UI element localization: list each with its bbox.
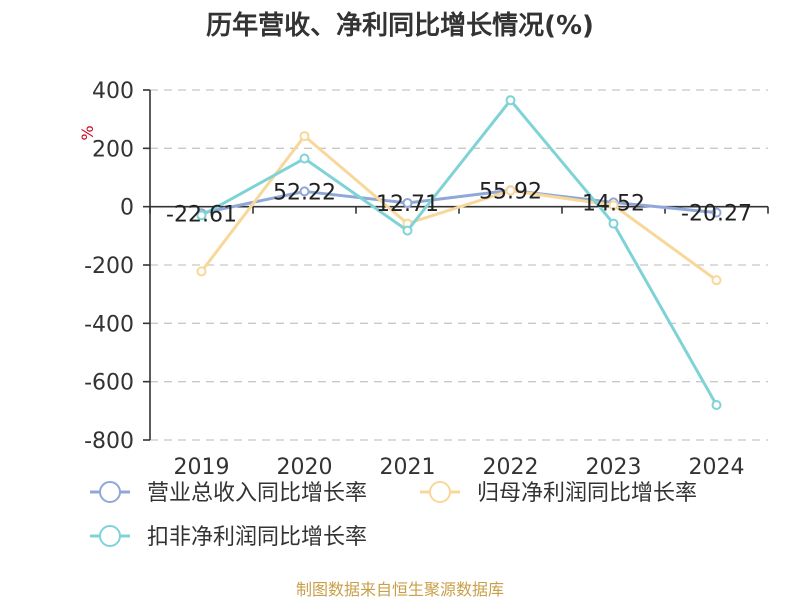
data-point <box>608 200 619 211</box>
y-tick-label: -200 <box>84 254 134 279</box>
x-tick-label: 2019 <box>174 455 230 480</box>
y-tick-label: -600 <box>84 371 134 396</box>
data-point <box>402 225 413 236</box>
data-point <box>711 207 722 218</box>
y-tick-label: 400 <box>92 79 134 104</box>
source-note: 制图数据来自恒生聚源数据库 <box>296 580 504 599</box>
series-layer <box>196 95 722 410</box>
x-tick-label: 2021 <box>380 455 436 480</box>
series-line-2 <box>200 98 718 406</box>
legend-label: 扣非净利润同比增长率 <box>147 525 367 550</box>
data-label: 14.52 <box>582 191 645 216</box>
y-tick-label: 200 <box>92 137 134 162</box>
data-label: -22.61 <box>166 202 237 227</box>
legend-item-0: 营业总收入同比增长率 <box>90 481 367 506</box>
data-label: 12.71 <box>376 192 439 217</box>
x-tick-label: 2024 <box>689 455 745 480</box>
data-label: -20.27 <box>681 202 752 227</box>
y-tick-label: -800 <box>84 429 134 454</box>
y-tick-label: 0 <box>120 196 134 221</box>
legend-label: 营业总收入同比增长率 <box>147 481 367 506</box>
x-tick-label: 2022 <box>483 455 539 480</box>
legend-marker <box>99 525 121 547</box>
data-label: 55.92 <box>479 179 542 204</box>
data-point <box>402 197 413 208</box>
legend-item-2: 扣非净利润同比增长率 <box>90 525 367 550</box>
data-label-layer: -22.61 52.22 12.71 55.92 14.52 -20.27 <box>166 179 752 227</box>
axis-layer: 400 200 0 -200 -400 -600 -800 2019 2020 2021 2022 2… <box>84 79 769 480</box>
data-point <box>505 185 516 196</box>
data-point <box>711 400 722 410</box>
grid-layer <box>150 89 768 441</box>
x-tick-label: 2020 <box>277 455 333 480</box>
y-unit-label: % <box>78 125 97 140</box>
data-point <box>299 153 310 164</box>
chart-title: 历年营收、净利同比增长情况(%) <box>206 10 594 41</box>
data-label: 52.22 <box>273 180 336 205</box>
data-point <box>196 266 207 277</box>
x-tick-label: 2023 <box>586 455 642 480</box>
y-tick-label: -400 <box>84 312 134 337</box>
data-point <box>608 218 619 229</box>
data-point <box>299 186 310 197</box>
series-line-1 <box>200 134 718 282</box>
data-point <box>711 275 722 286</box>
data-point <box>505 95 516 106</box>
data-point <box>196 210 207 221</box>
legend-marker <box>99 481 121 503</box>
legend-marker <box>429 481 451 503</box>
legend-label: 归母净利润同比增长率 <box>477 481 697 506</box>
legend-item-1: 归母净利润同比增长率 <box>420 481 697 506</box>
series-line-0 <box>201 188 717 215</box>
data-point <box>299 131 310 142</box>
